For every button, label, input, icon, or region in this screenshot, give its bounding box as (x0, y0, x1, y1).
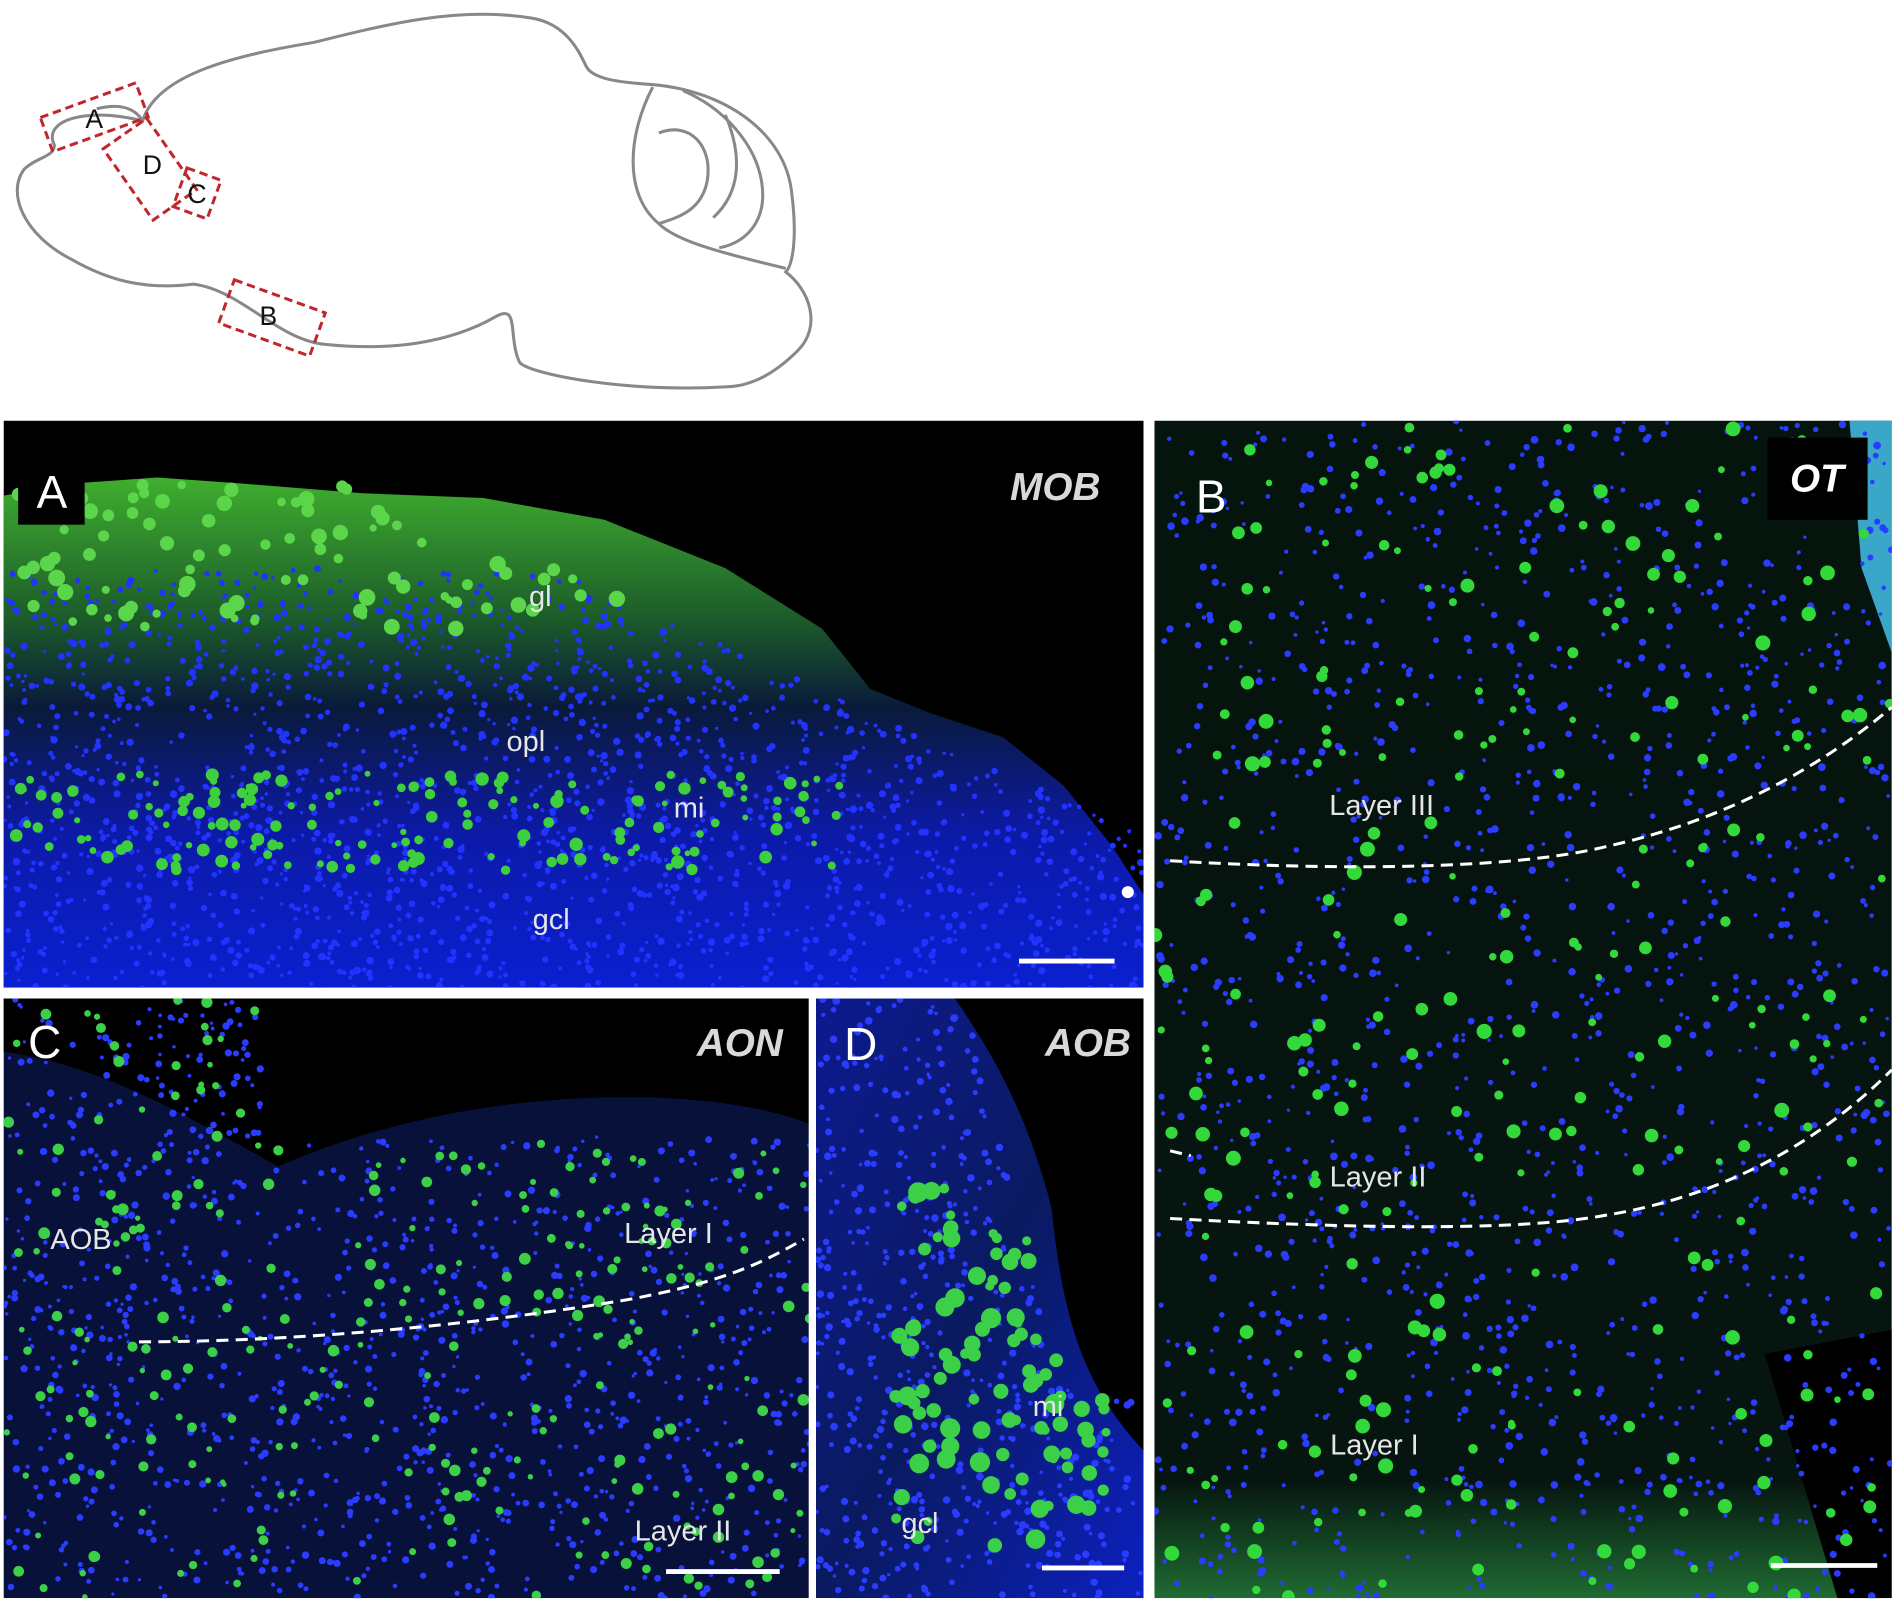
cells (9, 768, 844, 876)
marker-dot (1121, 886, 1134, 899)
schematic-label: C (187, 179, 206, 209)
panel-letter: A (37, 466, 68, 518)
region-label: AON (696, 1022, 784, 1065)
layer-label: gcl (533, 904, 570, 936)
panel-letter: C (28, 1016, 61, 1068)
layer-label: mi (1033, 1391, 1064, 1423)
panel-letter: B (1196, 471, 1227, 523)
cells (889, 1181, 1111, 1553)
region-box (1767, 437, 1868, 520)
layer-label: mi (674, 793, 705, 825)
panel-b (1154, 420, 1892, 1599)
layer-label: gcl (901, 1508, 938, 1540)
panel-c (3, 998, 810, 1599)
schematic-label: B (259, 301, 277, 331)
region-boxes (38, 80, 328, 358)
scale-bars (666, 958, 1878, 1574)
region-label: OT (1790, 457, 1847, 500)
panel-borders (0, 417, 1154, 1609)
layer-label: Layer III (1329, 790, 1434, 822)
layer-label: opl (506, 726, 545, 758)
layer-label: Layer II (635, 1515, 732, 1547)
layer-label: Layer II (1330, 1161, 1427, 1193)
layer-label: AOB (50, 1224, 111, 1256)
layer-label: Layer I (1330, 1430, 1419, 1462)
panel-letter: D (844, 1018, 877, 1070)
region-label: AOB (1044, 1022, 1131, 1065)
schematic-label: D (143, 150, 162, 180)
cells (3, 565, 1144, 988)
brain-schematic (15, 12, 813, 390)
cells (11, 479, 626, 637)
layer-label: gl (529, 581, 552, 613)
cells (815, 998, 1143, 1599)
panel-a (3, 420, 1144, 988)
region-label: MOB (1010, 466, 1100, 509)
layer-label: Layer I (624, 1218, 713, 1250)
letter-box (18, 466, 85, 525)
layer-boundaries (139, 706, 1893, 1344)
schematic-label: A (85, 104, 103, 134)
